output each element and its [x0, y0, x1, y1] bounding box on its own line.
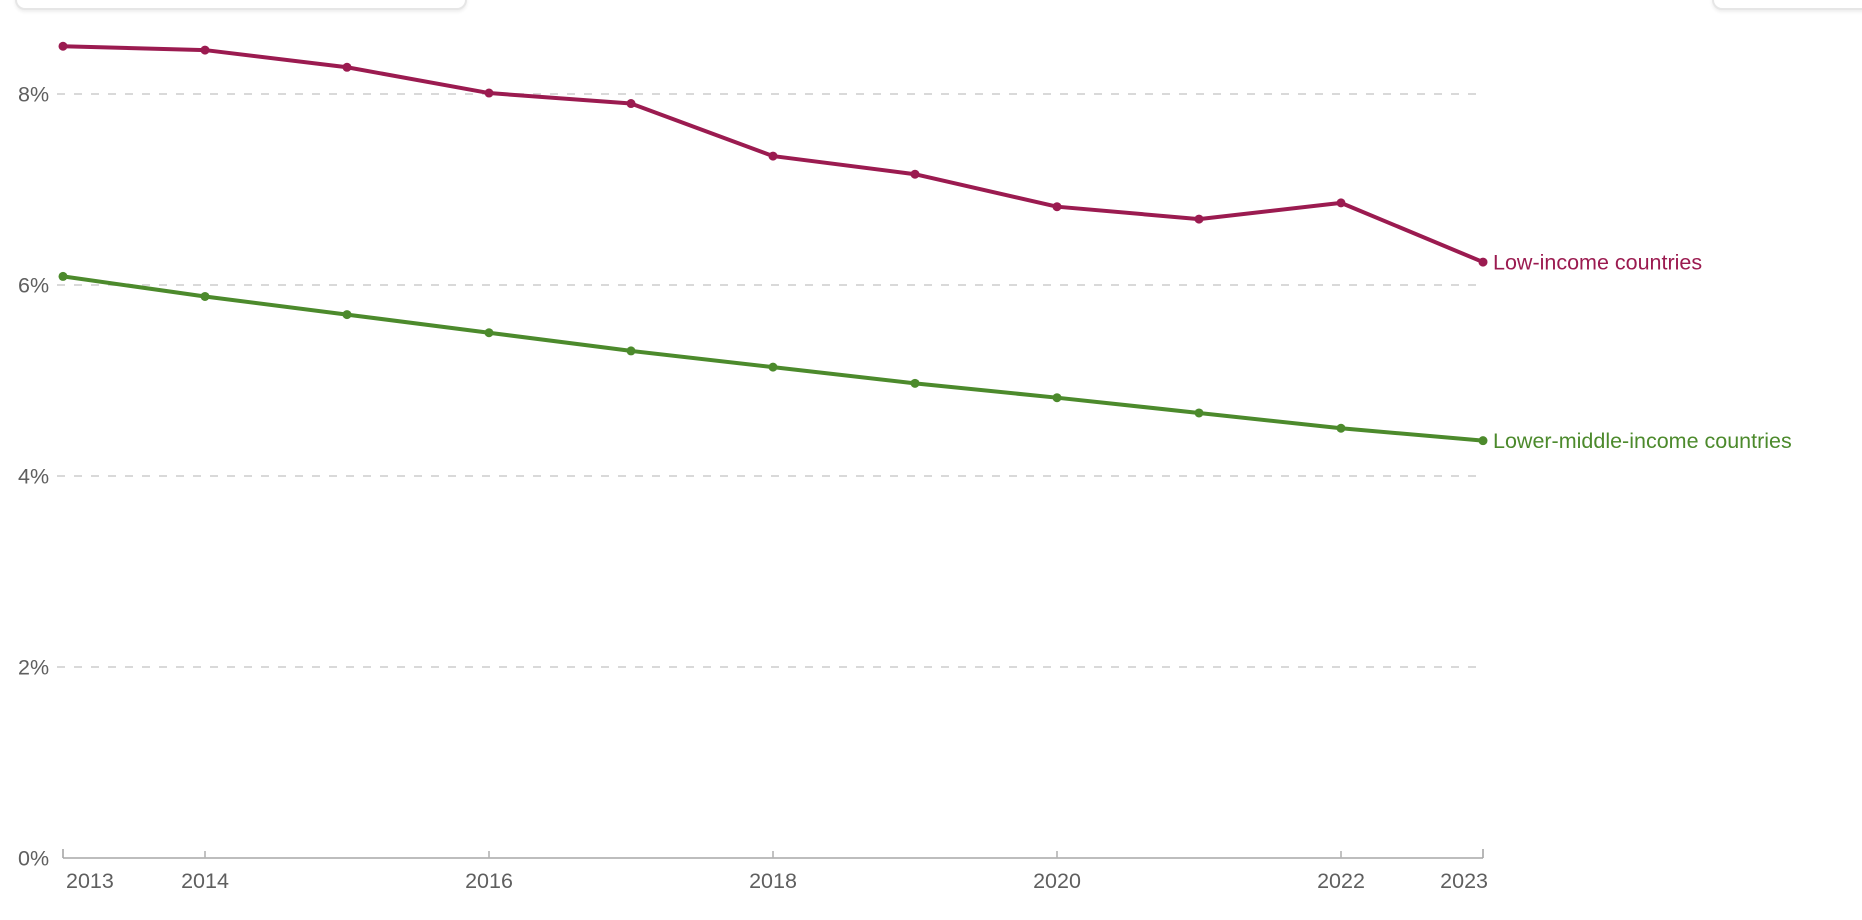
y-axis-tick-label: 4% — [18, 465, 49, 489]
x-axis-tick-label-2018: 2018 — [749, 869, 797, 893]
series-0-point-2016 — [484, 88, 494, 98]
y-axis-tick-label: 6% — [18, 274, 49, 298]
x-axis-tick-label-2014: 2014 — [181, 869, 229, 893]
x-axis-tick-label-2020: 2020 — [1033, 869, 1081, 893]
series-1-point-2017 — [626, 346, 636, 356]
series-0-point-2020 — [1052, 202, 1062, 212]
series-0-point-2013 — [58, 41, 68, 51]
series-0-point-2022 — [1336, 198, 1346, 208]
series-0-point-2015 — [342, 62, 352, 72]
x-axis-tick-label-2023: 2023 — [1440, 869, 1488, 893]
series-0-point-2019 — [910, 169, 920, 179]
series-label-1[interactable]: Lower-middle-income countries — [1493, 429, 1792, 453]
series-1-point-2013 — [58, 271, 68, 281]
series-1-point-2022 — [1336, 423, 1346, 433]
series-1-point-2015 — [342, 310, 352, 320]
x-axis-tick-label-2016: 2016 — [465, 869, 513, 893]
series-0-point-2023 — [1478, 257, 1488, 267]
series-1-point-2023 — [1478, 436, 1488, 446]
series-0-point-2021 — [1194, 214, 1204, 224]
series-1-point-2019 — [910, 378, 920, 388]
series-1-point-2018 — [768, 362, 778, 372]
series-1-point-2020 — [1052, 393, 1062, 403]
series-0-point-2018 — [768, 151, 778, 161]
series-1-point-2014 — [200, 291, 210, 301]
y-axis-tick-label: 2% — [18, 656, 49, 680]
top-right-control-cutoff[interactable] — [1712, 0, 1862, 10]
y-axis-tick-label: 8% — [18, 83, 49, 107]
series-0-point-2017 — [626, 99, 636, 109]
series-1-point-2021 — [1194, 408, 1204, 418]
x-axis-tick-label-2013: 2013 — [66, 869, 114, 893]
series-0-point-2014 — [200, 45, 210, 55]
y-axis-tick-label: 0% — [18, 847, 49, 871]
series-1-point-2016 — [484, 328, 494, 338]
series-label-0[interactable]: Low-income countries — [1493, 251, 1702, 275]
series-line-1 — [61, 274, 1485, 443]
x-axis-tick-label-2022: 2022 — [1317, 869, 1365, 893]
